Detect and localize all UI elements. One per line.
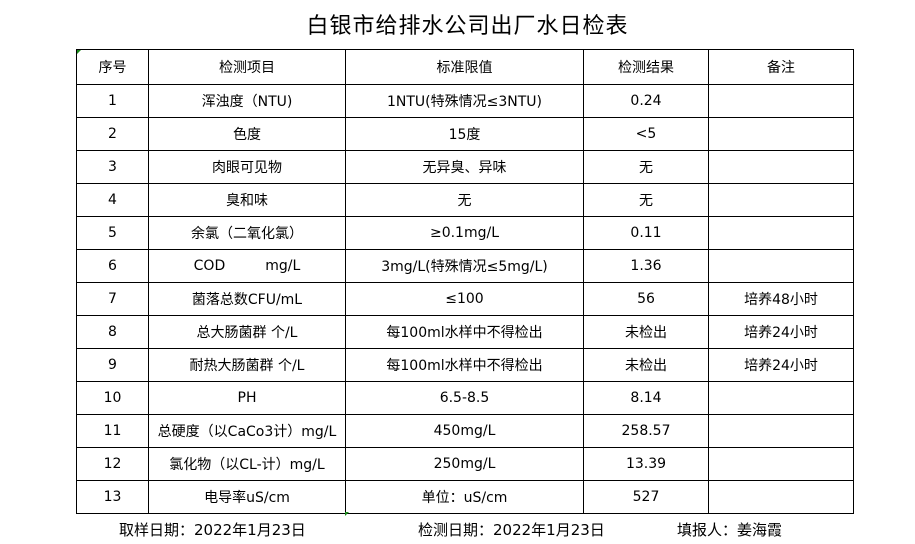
cell-standard[interactable]: 15度	[345, 117, 584, 151]
table-row: 2 色度 15度 <5	[76, 117, 854, 151]
cell-result[interactable]: 0.11	[583, 216, 709, 250]
cell-serial[interactable]: 13	[76, 480, 149, 514]
cell-marker	[77, 50, 81, 54]
cell-item[interactable]: 总大肠菌群 个/L	[148, 315, 346, 349]
cell-standard[interactable]: 每100ml水样中不得检出	[345, 348, 584, 382]
table-row: 9 耐热大肠菌群 个/L 每100ml水样中不得检出 未检出 培养24小时	[76, 348, 854, 382]
reporter: 填报人：姜海霞	[677, 521, 783, 539]
cell-remark[interactable]	[708, 216, 854, 250]
cell-result[interactable]: <5	[583, 117, 709, 151]
cell-result[interactable]: 0.24	[583, 84, 709, 118]
cell-standard[interactable]: ≤100	[345, 282, 584, 316]
cell-item[interactable]: 氯化物（以CL-计）mg/L	[148, 447, 346, 481]
cell-serial[interactable]: 7	[76, 282, 149, 316]
cell-item[interactable]: 耐热大肠菌群 个/L	[148, 348, 346, 382]
cell-result[interactable]: 1.36	[583, 249, 709, 283]
cell-item[interactable]: 菌落总数CFU/mL	[148, 282, 346, 316]
cell-serial[interactable]: 1	[76, 84, 149, 118]
table-row: 1 浑浊度（NTU) 1NTU(特殊情况≤3NTU) 0.24	[76, 84, 854, 118]
header-standard: 标准限值	[345, 49, 584, 85]
cell-serial[interactable]: 5	[76, 216, 149, 250]
cell-remark[interactable]	[708, 381, 854, 415]
cell-remark[interactable]	[708, 480, 854, 514]
header-result: 检测结果	[583, 49, 709, 85]
cell-item[interactable]: 余氯（二氧化氯）	[148, 216, 346, 250]
header-remark: 备注	[708, 49, 854, 85]
cell-remark[interactable]	[708, 84, 854, 118]
cell-result[interactable]: 13.39	[583, 447, 709, 481]
page-title: 白银市给排水公司出厂水日检表	[306, 14, 629, 39]
cell-result[interactable]: 8.14	[583, 381, 709, 415]
cell-standard[interactable]: 450mg/L	[345, 414, 584, 448]
cell-standard[interactable]: ≥0.1mg/L	[345, 216, 584, 250]
cell-result[interactable]: 527	[583, 480, 709, 514]
cell-remark[interactable]	[708, 414, 854, 448]
cell-standard[interactable]: 无异臭、异味	[345, 150, 584, 184]
cell-item[interactable]: COD mg/L	[148, 249, 346, 283]
header-item: 检测项目	[148, 49, 346, 85]
cell-standard[interactable]: 3mg/L(特殊情况≤5mg/L)	[345, 249, 584, 283]
cell-result[interactable]: 无	[583, 150, 709, 184]
cell-item[interactable]: 总硬度（以CaCo3计）mg/L	[148, 414, 346, 448]
cell-serial[interactable]: 6	[76, 249, 149, 283]
cell-serial[interactable]: 8	[76, 315, 149, 349]
cell-standard[interactable]: 无	[345, 183, 584, 217]
cell-standard[interactable]: 250mg/L	[345, 447, 584, 481]
cell-item[interactable]: 浑浊度（NTU)	[148, 84, 346, 118]
table-row: 8 总大肠菌群 个/L 每100ml水样中不得检出 未检出 培养24小时	[76, 315, 854, 349]
cell-serial[interactable]: 10	[76, 381, 149, 415]
cell-serial[interactable]: 12	[76, 447, 149, 481]
cell-item[interactable]: 电导率uS/cm	[148, 480, 346, 514]
cell-serial[interactable]: 2	[76, 117, 149, 151]
cell-remark[interactable]	[708, 117, 854, 151]
cell-marker	[345, 512, 349, 516]
header-row: 序号 检测项目 标准限值 检测结果 备注	[76, 49, 854, 85]
cell-item[interactable]: PH	[148, 381, 346, 415]
cell-serial[interactable]: 9	[76, 348, 149, 382]
cell-result[interactable]: 无	[583, 183, 709, 217]
table-row: 6 COD mg/L 3mg/L(特殊情况≤5mg/L) 1.36	[76, 249, 854, 283]
table-row: 7 菌落总数CFU/mL ≤100 56 培养48小时	[76, 282, 854, 316]
sampling-date: 取样日期：2022年1月23日	[119, 521, 306, 539]
table-row: 4 臭和味无无	[76, 183, 854, 217]
cell-result[interactable]: 未检出	[583, 348, 709, 382]
cell-remark[interactable]: 培养24小时	[708, 348, 854, 382]
cell-result[interactable]: 未检出	[583, 315, 709, 349]
table-row: 5 余氯（二氧化氯） ≥0.1mg/L 0.11	[76, 216, 854, 250]
inspection-table: 序号 检测项目 标准限值 检测结果 备注 1 浑浊度（NTU) 1NTU(特殊情况≤3NTU)…	[76, 49, 854, 514]
cell-standard[interactable]: 6.5-8.5	[345, 381, 584, 415]
table-row: 10 PH 6.5-8.5 8.14	[76, 381, 854, 415]
table-row: 3 肉眼可见物 无异臭、异味无	[76, 150, 854, 184]
cell-standard[interactable]: 单位：uS/cm	[345, 480, 584, 514]
cell-result[interactable]: 56	[583, 282, 709, 316]
cell-remark[interactable]: 培养24小时	[708, 315, 854, 349]
cell-item[interactable]: 色度	[148, 117, 346, 151]
header-serial: 序号	[76, 49, 149, 85]
table-row: 12 氯化物（以CL-计）mg/L 250mg/L 13.39	[76, 447, 854, 481]
cell-serial[interactable]: 4	[76, 183, 149, 217]
table-row: 11 总硬度（以CaCo3计）mg/L 450mg/L 258.57	[76, 414, 854, 448]
cell-result[interactable]: 258.57	[583, 414, 709, 448]
table-row: 13 电导率uS/cm 单位：uS/cm 527	[76, 480, 854, 514]
cell-standard[interactable]: 1NTU(特殊情况≤3NTU)	[345, 84, 584, 118]
cell-remark[interactable]	[708, 447, 854, 481]
cell-item[interactable]: 肉眼可见物	[148, 150, 346, 184]
cell-remark[interactable]	[708, 183, 854, 217]
cell-serial[interactable]: 11	[76, 414, 149, 448]
test-date: 检测日期：2022年1月23日	[418, 521, 605, 539]
cell-standard[interactable]: 每100ml水样中不得检出	[345, 315, 584, 349]
cell-remark[interactable]	[708, 150, 854, 184]
cell-remark[interactable]	[708, 249, 854, 283]
cell-item[interactable]: 臭和味	[148, 183, 346, 217]
cell-remark[interactable]: 培养48小时	[708, 282, 854, 316]
cell-serial[interactable]: 3	[76, 150, 149, 184]
